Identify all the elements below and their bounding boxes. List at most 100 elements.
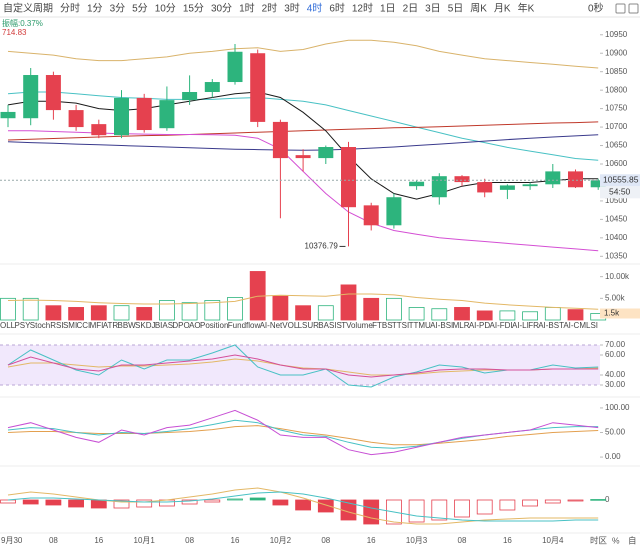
candle-body [477, 182, 493, 193]
bar [22, 499, 39, 505]
indicator-tab[interactable]: AI-BST [538, 321, 564, 330]
period-tab[interactable]: 3时 [284, 3, 300, 15]
candle-body [295, 155, 311, 159]
indicator-tab[interactable]: DPO [172, 321, 189, 330]
period-tab[interactable]: 2日 [403, 4, 419, 15]
indicator-tab[interactable]: Position [200, 321, 228, 330]
period-tab[interactable]: 12时 [352, 3, 373, 15]
indicator-tab[interactable]: AI-PD [469, 321, 491, 330]
indicator-tab[interactable]: MLR [453, 321, 470, 330]
price-info: 714.83 [2, 28, 27, 37]
bar [181, 499, 198, 505]
candle-body [204, 82, 220, 92]
bar [590, 499, 607, 501]
bar [272, 295, 289, 321]
y-tick-label: 10400 [605, 233, 628, 242]
period-tab[interactable]: 5分 [132, 3, 148, 15]
indicator-line [7, 409, 599, 456]
bar [567, 309, 584, 321]
candle-body [545, 171, 561, 185]
period-tab[interactable]: 自定义周期 [3, 2, 53, 15]
period-tab[interactable]: 月K [494, 3, 511, 15]
indicator-tab[interactable]: SKDJ [135, 321, 155, 330]
period-tab[interactable]: 15分 [183, 3, 204, 15]
indicator-line [7, 91, 599, 161]
indicator-tab[interactable]: AI-BSI [430, 321, 453, 330]
indicator-tab[interactable]: FR [528, 321, 539, 330]
indicator-line [7, 121, 599, 141]
indicator-tab[interactable]: FTBS [372, 321, 392, 330]
period-tab[interactable]: 1时 [239, 3, 255, 15]
bar [385, 297, 402, 321]
fullscreen-icon[interactable] [628, 3, 639, 14]
indicator-tab[interactable]: AO [189, 321, 201, 330]
indicator-line [7, 39, 599, 69]
footer-button[interactable]: 时区 [590, 535, 608, 545]
period-tab[interactable]: 10分 [155, 3, 176, 15]
period-tab[interactable]: 3分 [110, 3, 126, 15]
period-tab[interactable]: 6时 [329, 3, 345, 15]
y-tick-label: 30.00 [605, 380, 626, 389]
bar [113, 499, 130, 509]
candle-body [341, 147, 356, 208]
indicator-line [7, 425, 599, 446]
indicator-tab[interactable]: TTSI [392, 321, 409, 330]
bar [431, 308, 448, 321]
period-tab[interactable]: 30分 [211, 3, 232, 15]
indicator-tab[interactable]: BBW [117, 321, 136, 330]
x-tick-label: 08 [49, 536, 58, 545]
low-label: 10376.79 [305, 242, 339, 251]
indicator-tab[interactable]: BASIS [318, 321, 342, 330]
period-tab[interactable]: 3日 [425, 4, 441, 15]
indicator-line [7, 91, 599, 200]
band [0, 345, 600, 385]
indicator-tab[interactable]: Fundflow [228, 321, 261, 330]
bar [317, 499, 334, 513]
indicator-tab[interactable]: SMI [63, 321, 77, 330]
indicator-tab[interactable]: AI-CMLSI [563, 321, 598, 330]
settings-icon[interactable] [615, 3, 626, 14]
period-tab[interactable]: 1日 [380, 4, 396, 15]
bar [317, 305, 334, 321]
footer-button[interactable]: % [612, 535, 620, 545]
candle-body [136, 97, 152, 131]
indicator-tab[interactable]: ATR [103, 321, 119, 330]
period-tab[interactable]: 周K [470, 3, 487, 15]
candle-body [499, 185, 515, 190]
value-label: 1.5k [604, 309, 620, 318]
indicator-tab[interactable]: PSY [14, 321, 31, 330]
bar [499, 499, 516, 511]
period-tab[interactable]: 年K [518, 2, 535, 15]
period-tab[interactable]: 4时 [307, 3, 323, 15]
bar [431, 499, 448, 521]
indicator-tab[interactable]: LSUR [298, 321, 320, 330]
indicator-tab[interactable]: StochRSI [30, 321, 64, 330]
y-tick-label: 70.00 [605, 340, 626, 349]
bar [567, 499, 584, 502]
indicator-tab[interactable]: AI-NetVOL [260, 321, 299, 330]
period-tab[interactable]: 5日 [448, 4, 464, 15]
indicator-tab[interactable]: BIAS [155, 321, 173, 330]
y-tick-label: 5.00k [605, 293, 626, 302]
indicator-tab[interactable]: AI-LI [512, 321, 529, 330]
x-tick-label: 08 [321, 536, 330, 545]
y-tick-label: 10450 [605, 214, 628, 223]
bar [227, 498, 243, 501]
indicator-tab[interactable]: CCI [77, 321, 91, 330]
period-tab[interactable]: 1分 [87, 3, 103, 15]
indicator-tab[interactable]: TTMU [409, 321, 431, 330]
period-tab[interactable]: 2时 [262, 3, 278, 15]
candle-body [363, 205, 379, 226]
candle-body [409, 181, 425, 187]
last-price: 10555.85 [603, 175, 639, 185]
footer-button[interactable]: 自 [628, 535, 637, 545]
period-tab[interactable]: 分时 [60, 3, 80, 15]
bar [136, 499, 153, 508]
countdown-box [600, 186, 640, 199]
indicator-tab[interactable]: AI-FDI [490, 321, 513, 330]
indicator-tab[interactable]: OLL [0, 321, 16, 330]
y-tick-label: 10.00k [605, 272, 630, 281]
indicator-tab[interactable]: MFI [90, 321, 104, 330]
indicator-tab[interactable]: TVolume [341, 321, 373, 330]
